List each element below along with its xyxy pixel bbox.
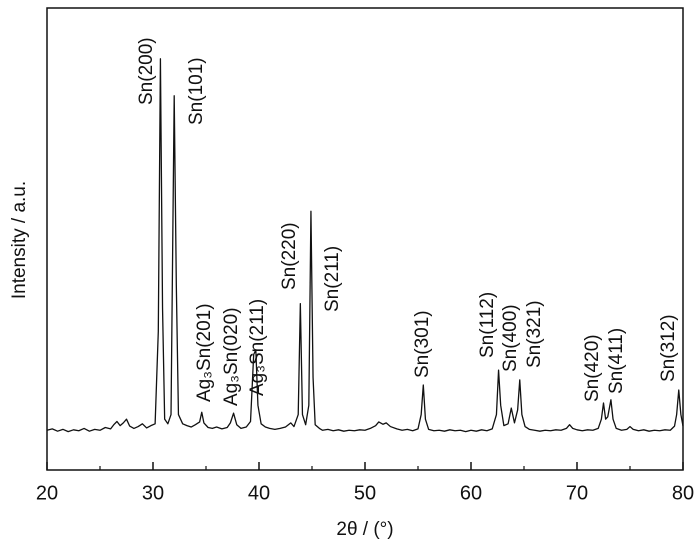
peak-label: Sn(112) — [477, 292, 498, 358]
x-tick-label: 80 — [672, 482, 694, 504]
x-tick-label: 60 — [460, 482, 482, 504]
x-tick-label: 70 — [566, 482, 588, 504]
peak-label: Sn(321) — [524, 300, 545, 368]
peak-label: Ag₃Sn(020) — [221, 307, 242, 406]
peak-label: Sn(400) — [500, 304, 521, 372]
peak-label: Sn(220) — [279, 222, 300, 290]
x-tick-label: 40 — [248, 482, 270, 504]
x-axis-title: 2θ / (°) — [336, 519, 393, 540]
peak-label: Sn(301) — [412, 310, 433, 378]
peak-label: Ag₃Sn(201) — [194, 303, 215, 402]
peak-label: Sn(211) — [322, 246, 343, 312]
peak-label: Sn(312) — [658, 314, 679, 382]
x-tick-label: 50 — [354, 482, 376, 504]
xrd-line — [46, 58, 684, 433]
y-axis-title: Intensity / a.u. — [9, 181, 30, 299]
x-tick-label: 30 — [142, 482, 164, 504]
peak-label: Sn(101) — [186, 57, 207, 125]
peak-label: Sn(200) — [136, 37, 157, 105]
peak-label: Sn(420) — [582, 334, 603, 402]
x-tick-label: 20 — [36, 482, 58, 504]
peak-label: Sn(411) — [606, 328, 627, 394]
peak-label: Ag₃Sn(211) — [247, 299, 268, 396]
